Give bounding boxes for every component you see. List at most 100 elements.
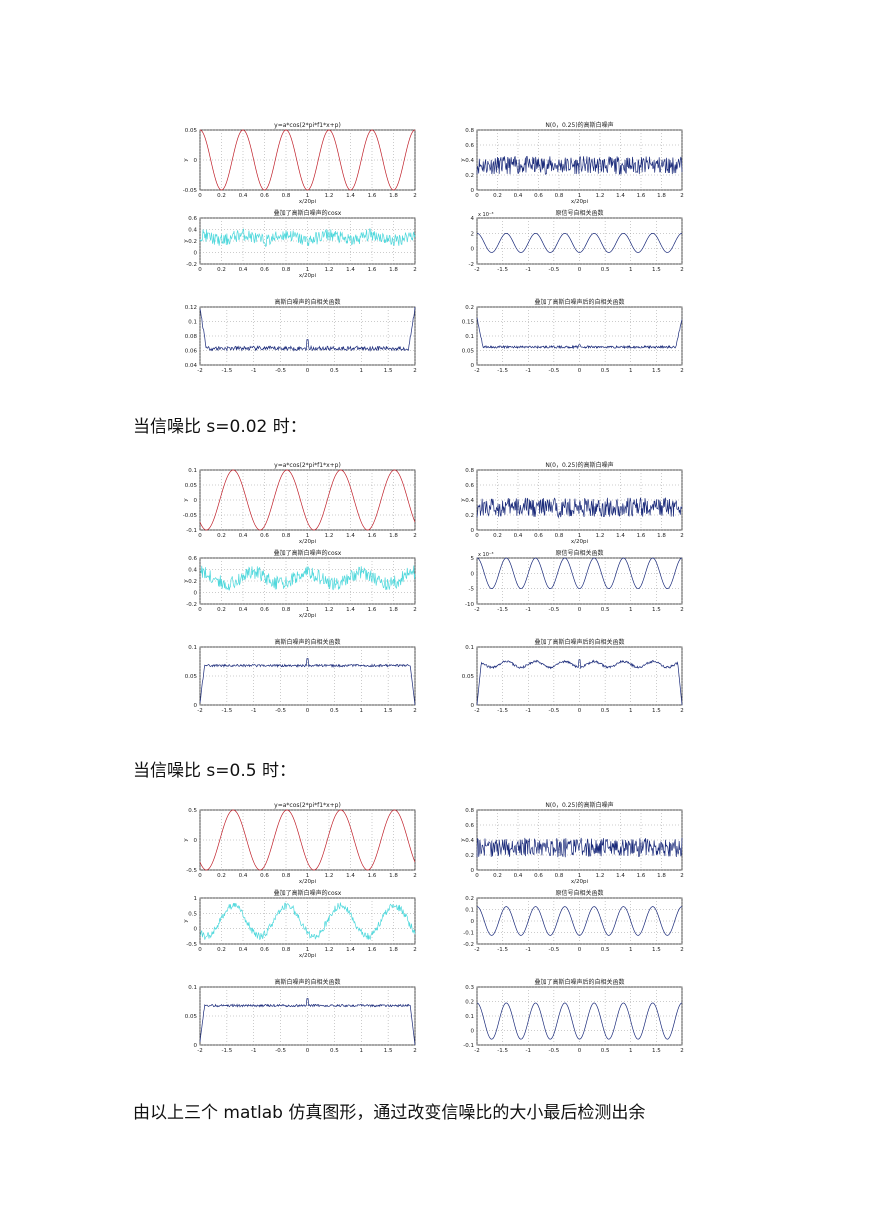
y-tick-label: 0.5 xyxy=(188,911,197,917)
x-tick-label: 0.4 xyxy=(239,607,248,613)
x-tick-label: 0.2 xyxy=(217,607,226,613)
x-tick-label: 0 xyxy=(578,267,582,273)
series-line xyxy=(476,557,683,590)
x-axis-label: x/20pi xyxy=(299,953,317,959)
x-tick-label: 0.5 xyxy=(601,947,610,953)
x-tick-label: -0.5 xyxy=(549,267,560,273)
series-line xyxy=(199,469,416,531)
panel-title: y=a*cos(2*pi*f1*x+p) xyxy=(274,462,341,469)
x-tick-label: -2 xyxy=(474,1048,479,1054)
x-tick-label: 1.2 xyxy=(325,267,334,273)
y-tick-label: 0.2 xyxy=(465,1000,474,1006)
panel-title: 原信号自相关函数 xyxy=(555,209,603,217)
x-tick-label: 0.2 xyxy=(217,873,226,879)
x-tick-label: 1.8 xyxy=(657,533,666,539)
x-tick-label: 0 xyxy=(475,193,479,199)
x-tick-label: 0.4 xyxy=(514,533,523,539)
x-tick-label: 0.4 xyxy=(239,193,248,199)
x-tick-label: 1.6 xyxy=(637,533,646,539)
x-tick-label: 0 xyxy=(578,368,582,374)
x-tick-label: 0.2 xyxy=(217,267,226,273)
y-tick-label: -2 xyxy=(469,262,474,268)
y-tick-label: 0 xyxy=(194,927,198,933)
x-tick-label: 0.6 xyxy=(534,533,543,539)
x-tick-label: 0 xyxy=(475,533,479,539)
x-tick-label: 1.4 xyxy=(616,193,625,199)
series-line xyxy=(476,155,683,175)
y-tick-label: 0.2 xyxy=(188,579,197,585)
y-tick-label: 0.1 xyxy=(188,468,197,474)
figure-group-2: 0 0.2 0.4 0.6 0.8 1 1.2 1.4 1.6 1.8 2 0.1 0.05 0 -0.05… xyxy=(180,458,700,724)
figure-1-svg: 0 0.2 0.4 0.6 0.8 1 1.2 1.4 1.6 1.8 20.050-0.05y=a… xyxy=(183,121,684,374)
series-line xyxy=(199,809,416,871)
y-tick-label: 0.08 xyxy=(185,334,198,340)
x-tick-label: -1.5 xyxy=(497,607,508,613)
x-axis-label: x/20pi xyxy=(299,199,317,205)
x-tick-label: 0.4 xyxy=(514,873,523,879)
x-tick-label: 1.8 xyxy=(389,947,398,953)
series-line xyxy=(199,129,416,191)
x-tick-label: 0.4 xyxy=(239,533,248,539)
axes-frame xyxy=(199,986,416,1046)
x-tick-label: 1 xyxy=(306,873,310,879)
y-tick-label: -0.1 xyxy=(463,1043,474,1049)
x-tick-label: -1 xyxy=(526,708,531,714)
panel-2: 0 0.2 0.4 0.6 0.8 1 1.2 1.4 1.6 1.8 2 0.8 0.6 0.4 0.2 0… xyxy=(460,121,684,205)
x-tick-label: 2 xyxy=(413,267,417,273)
x-tick-label: 0.5 xyxy=(601,708,610,714)
x-tick-label: 0 xyxy=(578,1048,582,1054)
x-tick-label: -0.5 xyxy=(549,368,560,374)
x-tick-label: 0.4 xyxy=(514,193,523,199)
x-tick-label: 1 xyxy=(578,533,582,539)
x-tick-label: 1.5 xyxy=(652,368,661,374)
x-tick-label: 0.6 xyxy=(260,607,269,613)
y-tick-label: 0 xyxy=(471,571,475,577)
x-tick-label: -1 xyxy=(526,1048,531,1054)
series-line xyxy=(199,306,416,352)
y-tick-label: 0 xyxy=(194,1043,198,1049)
x-tick-label: -1.5 xyxy=(222,368,233,374)
x-tick-label: 0 xyxy=(578,947,582,953)
panel-5: -2 -1.5 -1 -0.5 0 0.5 1 1.5 2 0.12 0.1 0.08 0.06 0.04… xyxy=(185,298,417,374)
x-tick-label: -1 xyxy=(251,1048,256,1054)
y-tick-label: 0.8 xyxy=(465,128,474,134)
x-tick-label: -1.5 xyxy=(497,267,508,273)
axes-frame xyxy=(199,897,416,945)
x-tick-label: 1.5 xyxy=(384,1048,393,1054)
panel-title: 叠加了高斯白噪声后的自相关函数 xyxy=(534,978,624,986)
y-tick-label: 0 xyxy=(194,838,198,844)
y-tick-label: 0.04 xyxy=(185,363,198,369)
panel-5: -2 -1.5 -1 -0.5 0 0.5 1 1.5 2 0.1 0.05 0 高斯白噪声的自相关函数 xyxy=(185,638,417,714)
x-tick-label: 1.4 xyxy=(346,193,355,199)
figure-2-svg: 0 0.2 0.4 0.6 0.8 1 1.2 1.4 1.6 1.8 2 0.1 0.05 0 -0.05… xyxy=(183,461,684,714)
x-tick-label: 1 xyxy=(306,947,310,953)
x-tick-label: 1 xyxy=(629,607,633,613)
x-tick-label: 1 xyxy=(360,368,364,374)
x-tick-label: -1 xyxy=(526,267,531,273)
x-tick-label: 1.2 xyxy=(325,607,334,613)
y-tick-label: 0 xyxy=(194,703,198,709)
x-tick-label: 1.5 xyxy=(384,708,393,714)
x-tick-label: 1.8 xyxy=(389,607,398,613)
y-tick-label: 0.6 xyxy=(188,556,197,562)
panel-title: 高斯白噪声的自相关函数 xyxy=(274,298,340,306)
x-tick-label: 2 xyxy=(413,1048,417,1054)
x-tick-label: 0.5 xyxy=(601,368,610,374)
y-tick-label: 0.4 xyxy=(465,498,474,504)
x-tick-label: 2 xyxy=(680,947,684,953)
series-line xyxy=(199,902,416,941)
series-line xyxy=(199,658,416,706)
x-tick-label: -1.5 xyxy=(497,1048,508,1054)
y-axis-label: y xyxy=(460,158,466,162)
x-tick-label: 0.6 xyxy=(534,873,543,879)
x-tick-label: 1.4 xyxy=(346,267,355,273)
x-tick-label: -2 xyxy=(474,368,479,374)
y-tick-label: 0.1 xyxy=(465,1014,474,1020)
x-tick-label: 0.2 xyxy=(217,533,226,539)
y-tick-label: 0.05 xyxy=(462,674,475,680)
panel-title: N(0，0.25)的高斯白噪声 xyxy=(545,461,613,469)
y-tick-label: 0.05 xyxy=(462,349,475,355)
y-tick-label: 0 xyxy=(471,868,475,874)
y-tick-label: -0.2 xyxy=(186,602,197,608)
y-tick-label: 0.1 xyxy=(188,985,197,991)
